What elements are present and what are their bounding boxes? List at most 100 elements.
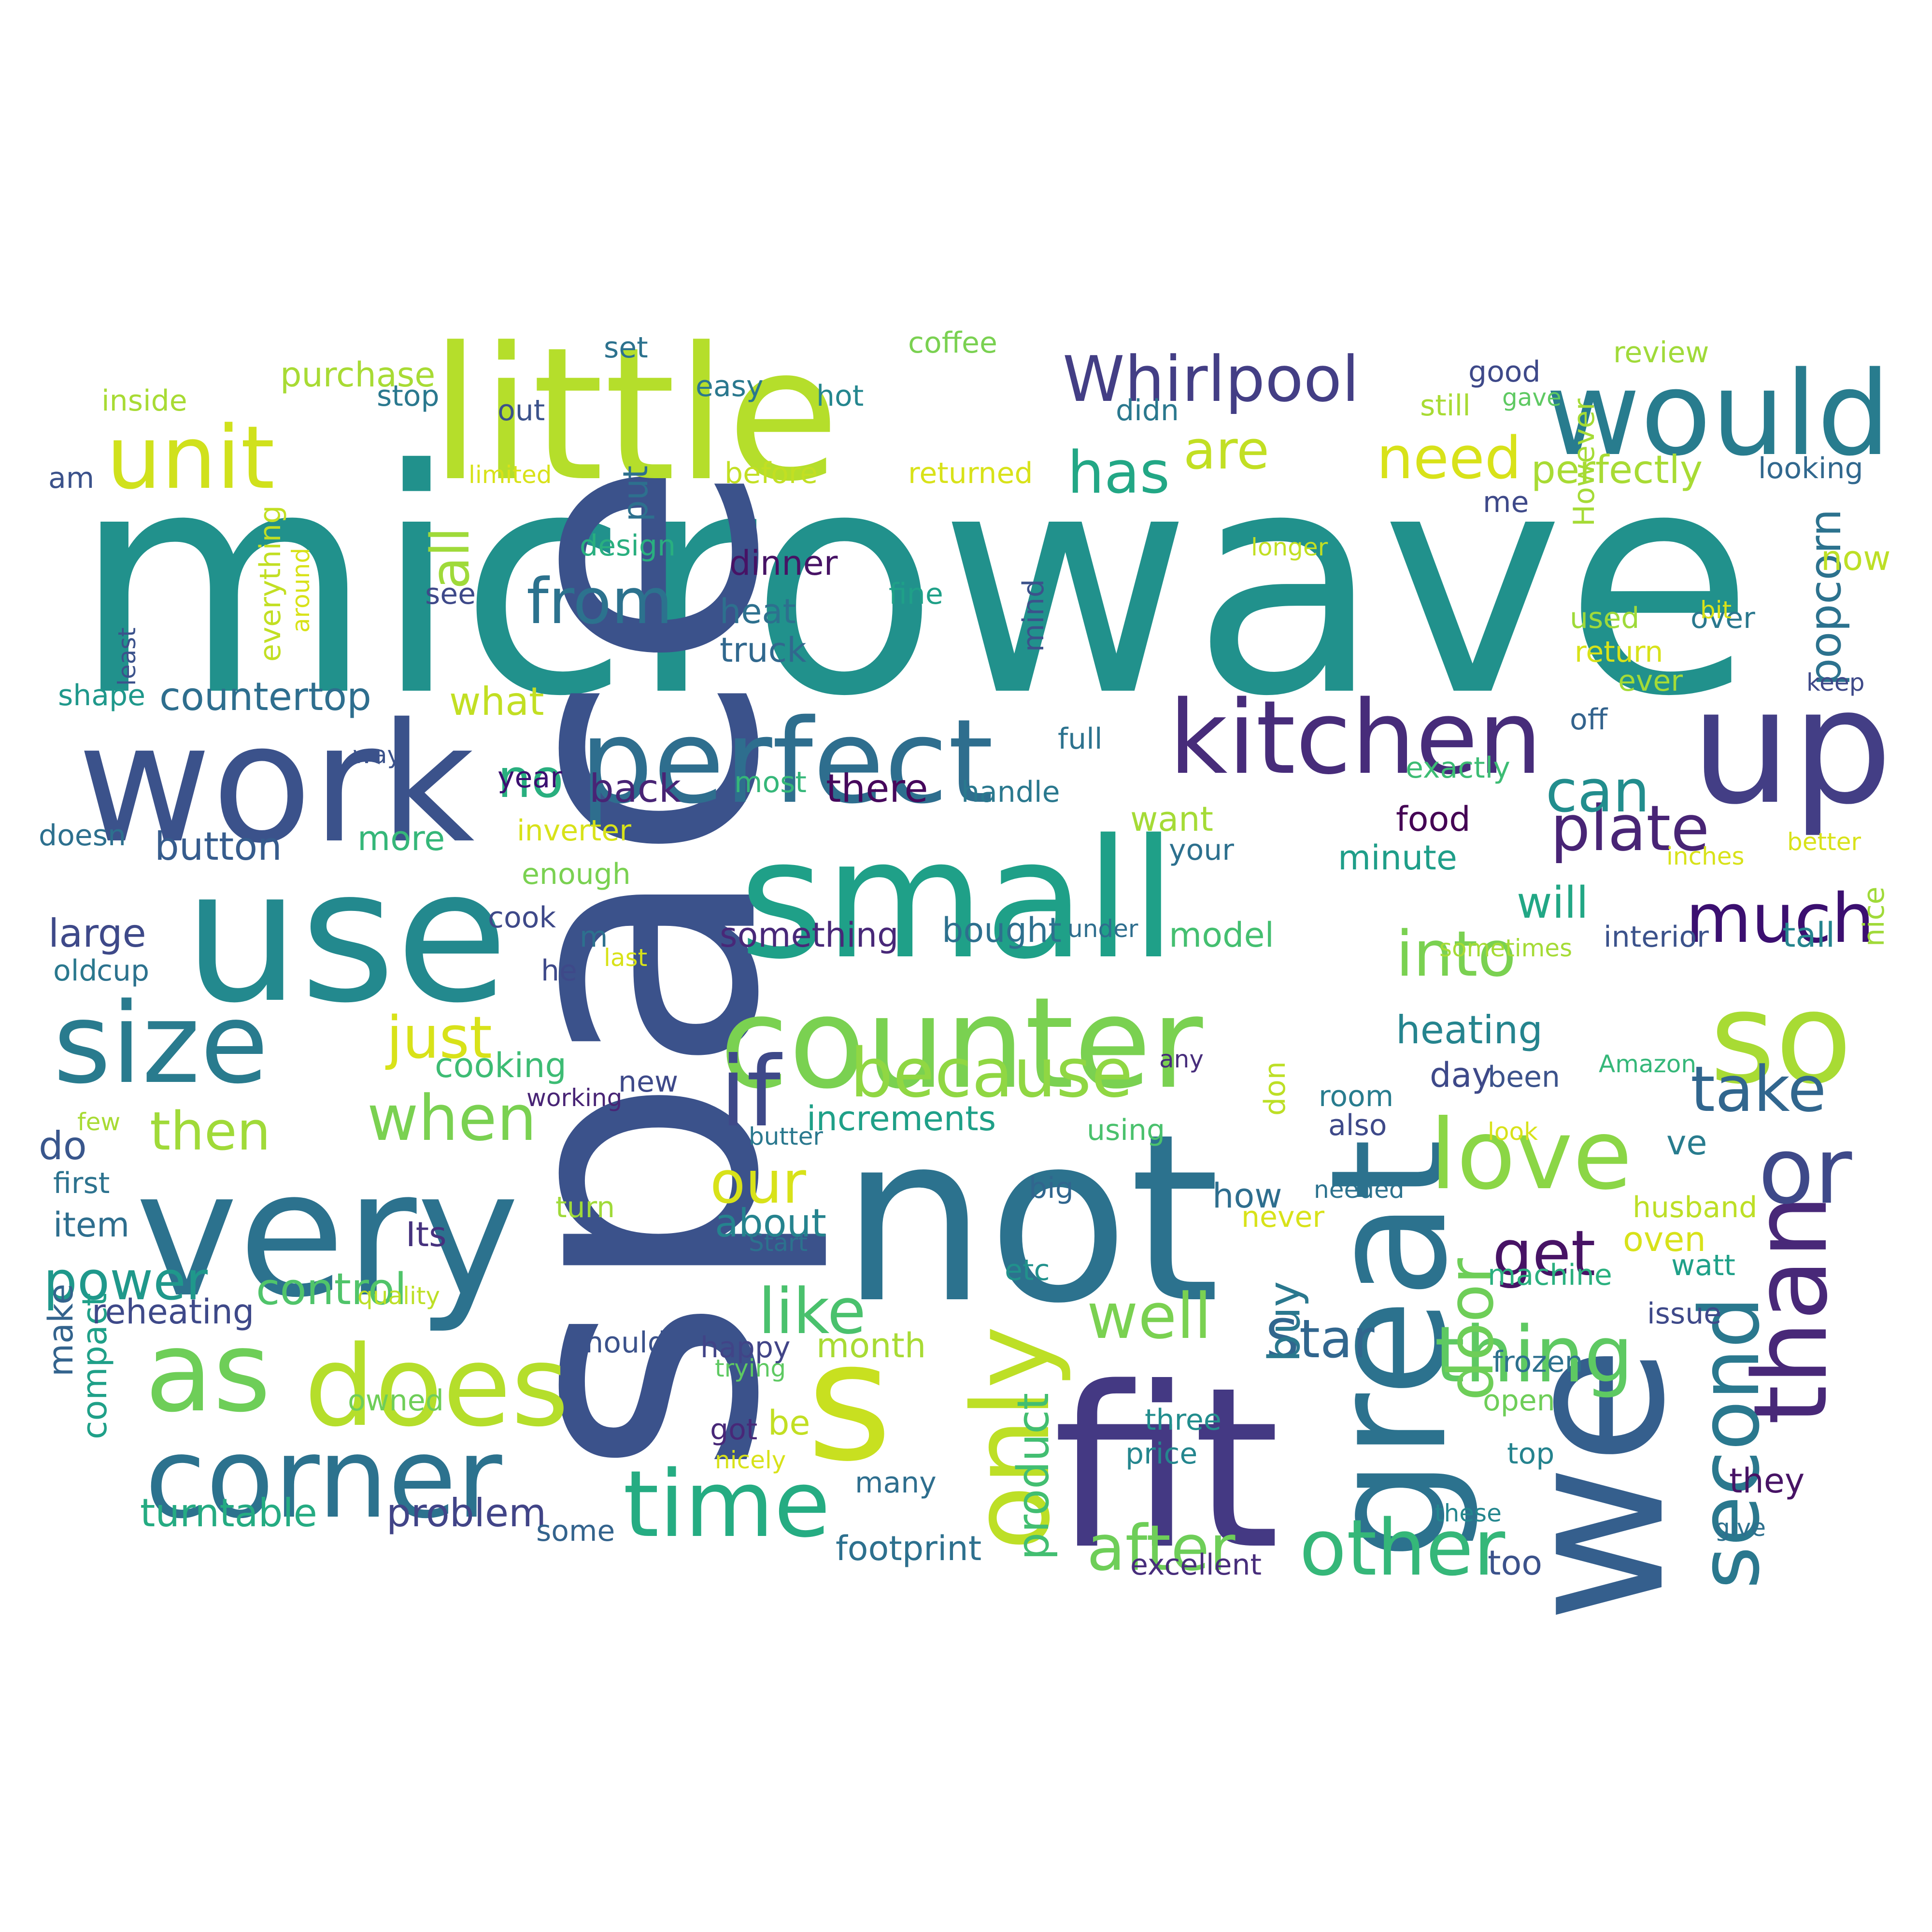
word: make [41,1284,81,1377]
word: ve [1666,1123,1707,1163]
word: look [1488,1118,1538,1146]
word: much [1686,880,1875,958]
word: there [826,766,928,811]
word: compact [75,1293,114,1439]
word: sometimes [1439,934,1572,962]
word: room [1319,1080,1393,1113]
word: any [1159,1045,1204,1073]
word: least [113,627,141,686]
word: everything [254,505,287,662]
word: big [1029,1171,1074,1205]
word: inside [101,384,187,418]
word: bit [1700,596,1732,624]
word: will [1517,878,1589,928]
word: are [1183,419,1269,481]
word: first [53,1166,110,1200]
word: old [53,954,97,988]
word: unit [106,408,275,509]
word: bought [942,910,1062,950]
word: microwave [72,404,1754,764]
word: coffee [908,326,997,360]
word: so [1710,966,1852,1112]
word: trying [715,1354,786,1382]
word: s [807,1307,892,1498]
word: be [768,1403,810,1443]
word: machine [1488,1258,1612,1292]
word: would [1546,346,1890,482]
word: just [385,1005,492,1072]
word: model [1169,915,1274,955]
word: heating [1396,1008,1543,1052]
word: popcorn [1800,509,1851,686]
word: return [1575,635,1663,669]
word: using [1087,1113,1165,1147]
word: watt [1671,1249,1735,1282]
word: m [580,920,608,954]
word: mind [1017,579,1051,652]
word: not [840,1084,1220,1354]
word: many [855,1466,937,1500]
word: full [1058,722,1103,756]
word: has [1067,440,1170,507]
word: because [850,1034,1133,1113]
word: no [497,748,564,810]
word: truck [720,630,807,670]
word: under [1067,915,1138,943]
word: year [497,761,562,795]
word: around [287,548,315,633]
word: month [816,1326,926,1365]
word: turntable [140,1491,317,1535]
word: plate [1550,792,1709,865]
word: happy [700,1331,790,1364]
word: minute [1338,838,1457,878]
word: owned [348,1384,444,1418]
word: open [1483,1384,1555,1418]
word: most [734,766,807,799]
word: then [150,1100,270,1162]
word: small [739,804,1177,995]
word: issue [1647,1297,1721,1331]
word: something [720,915,899,955]
word: design [580,529,676,563]
word: use [184,829,509,1043]
word: day [1430,1055,1492,1095]
word: butter [749,1122,823,1151]
word: exactly [1406,751,1510,785]
word: never [1241,1200,1324,1234]
word: footprint [836,1529,981,1568]
word: well [1087,1279,1212,1353]
word: excellent [1130,1548,1262,1582]
word: do [39,1123,87,1168]
word: purchase [280,355,435,395]
word: Whirlpool [1063,342,1359,416]
word: we [1483,1346,1707,1623]
word: thing [1435,1309,1634,1400]
word: size [53,980,269,1108]
word: inches [1666,842,1745,870]
word: used [1570,601,1639,635]
word: or [1758,1118,1852,1224]
word: didn [1116,394,1179,427]
word: husband [1633,1191,1757,1224]
word: get [1492,1217,1595,1290]
word: tall [1782,915,1835,955]
word: been [1488,1060,1560,1094]
word: cook [488,901,556,935]
word: perfect [580,694,994,829]
word: quality [357,1282,440,1310]
word: up [1690,654,1893,839]
word: than [1732,1194,1850,1425]
word: needed [1314,1176,1404,1204]
word: hot [816,379,864,413]
word: does [304,1322,569,1451]
word: over [1690,601,1755,635]
word: shape [58,679,145,712]
word: our [710,1150,806,1217]
word: However [1567,398,1601,526]
word: set [604,331,648,365]
word: increments [807,1099,996,1138]
word: easy [696,369,763,403]
word: interior [1604,920,1709,954]
word: as [145,1308,271,1437]
word: kitchen [1169,679,1542,797]
